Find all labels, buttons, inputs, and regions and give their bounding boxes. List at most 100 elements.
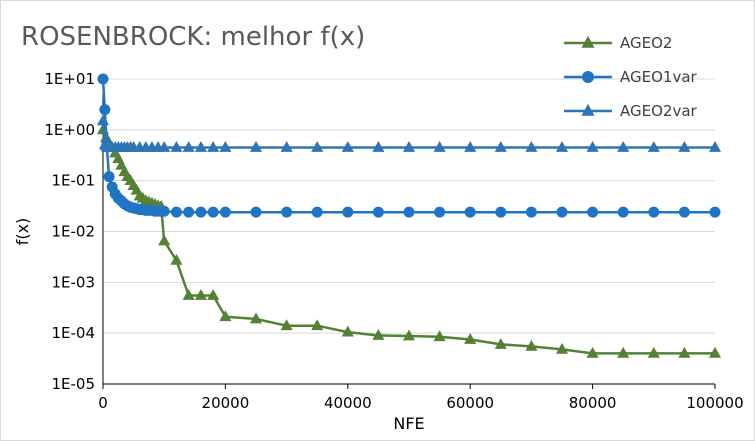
data-point-AGEO1var bbox=[525, 206, 537, 218]
series-layer bbox=[96, 73, 722, 358]
data-point-AGEO2 bbox=[158, 234, 171, 246]
data-point-AGEO2var bbox=[678, 140, 691, 152]
x-tick-label: 0 bbox=[98, 394, 108, 412]
data-point-AGEO1var bbox=[281, 206, 293, 218]
data-point-AGEO2var bbox=[194, 140, 207, 152]
data-point-AGEO2var bbox=[433, 140, 446, 152]
data-point-AGEO2var bbox=[219, 140, 232, 152]
data-point-AGEO2 bbox=[708, 346, 722, 358]
x-tick-label: 100000 bbox=[686, 394, 743, 412]
data-point-AGEO2 bbox=[586, 346, 599, 358]
y-axis-label: f(x) bbox=[13, 218, 32, 246]
data-point-AGEO2var bbox=[249, 140, 263, 152]
legend-label: AGEO1var bbox=[620, 68, 698, 86]
legend-item-AGEO2var: AGEO2var bbox=[564, 102, 698, 120]
series-AGEO2var bbox=[96, 114, 722, 152]
data-point-AGEO1var bbox=[99, 104, 111, 116]
legend-item-AGEO2: AGEO2 bbox=[564, 34, 672, 52]
data-point-AGEO1var bbox=[219, 206, 231, 218]
y-tick-label: 1E-02 bbox=[51, 223, 95, 241]
legend-marker bbox=[581, 103, 595, 116]
data-point-AGEO2var bbox=[647, 140, 660, 152]
data-point-AGEO2var bbox=[372, 140, 385, 152]
data-point-AGEO2var bbox=[708, 140, 722, 152]
legend-label: AGEO2var bbox=[620, 102, 698, 120]
legend-marker bbox=[581, 35, 595, 48]
data-point-AGEO1var bbox=[617, 206, 629, 218]
data-point-AGEO2var bbox=[464, 140, 477, 152]
data-point-AGEO2var bbox=[280, 140, 293, 152]
data-point-AGEO1var bbox=[207, 206, 219, 218]
data-point-AGEO2var bbox=[170, 140, 183, 152]
legend-label: AGEO2 bbox=[620, 34, 672, 52]
data-point-AGEO1var bbox=[648, 206, 660, 218]
y-tick-labels: 1E-05 1E-04 1E-03 1E-02 1E-01 1E+00 1E+01 bbox=[44, 70, 95, 393]
data-point-AGEO1var bbox=[495, 206, 507, 218]
data-point-AGEO1var bbox=[709, 206, 721, 218]
data-point-AGEO2var bbox=[207, 140, 220, 152]
data-point-AGEO1var bbox=[103, 171, 115, 183]
data-point-AGEO2var bbox=[311, 140, 324, 152]
data-point-AGEO1var bbox=[678, 206, 690, 218]
data-point-AGEO1var bbox=[170, 206, 182, 218]
data-point-AGEO2 bbox=[311, 319, 324, 331]
data-point-AGEO1var bbox=[195, 206, 207, 218]
x-axis-label: NFE bbox=[393, 414, 424, 433]
data-point-AGEO2 bbox=[182, 289, 195, 300]
series-AGEO1var bbox=[97, 73, 721, 218]
series-line-AGEO2 bbox=[101, 129, 715, 355]
data-point-AGEO1var bbox=[403, 206, 415, 218]
x-tick-label: 80000 bbox=[569, 394, 617, 412]
x-tick-label: 60000 bbox=[446, 394, 494, 412]
y-tick-label: 1E-05 bbox=[51, 375, 95, 393]
y-tick-label: 1E-03 bbox=[51, 273, 95, 291]
data-point-AGEO2var bbox=[555, 140, 569, 152]
data-point-AGEO2 bbox=[207, 289, 220, 300]
data-point-AGEO2 bbox=[249, 312, 263, 324]
data-point-AGEO1var bbox=[183, 206, 195, 218]
data-point-AGEO1var bbox=[464, 206, 476, 218]
data-point-AGEO2var bbox=[525, 140, 538, 152]
y-tick-label: 1E-04 bbox=[51, 324, 95, 342]
data-point-AGEO2 bbox=[525, 339, 538, 351]
data-point-AGEO2var bbox=[586, 140, 599, 152]
data-point-AGEO2 bbox=[617, 346, 630, 358]
data-point-AGEO2var bbox=[617, 140, 630, 152]
data-point-AGEO1var bbox=[372, 206, 384, 218]
data-point-AGEO2var bbox=[494, 140, 507, 152]
data-point-AGEO1var bbox=[434, 206, 446, 218]
data-point-AGEO2 bbox=[170, 253, 183, 265]
data-point-AGEO2 bbox=[219, 310, 232, 322]
data-point-AGEO2 bbox=[341, 325, 354, 337]
y-tick-label: 1E-01 bbox=[51, 172, 95, 190]
y-tick-label: 1E+01 bbox=[44, 70, 95, 88]
data-point-AGEO1var bbox=[556, 206, 568, 218]
data-point-AGEO2 bbox=[464, 333, 477, 344]
data-point-AGEO1var bbox=[342, 206, 354, 218]
legend: AGEO2 AGEO1var AGEO2var bbox=[564, 34, 698, 120]
y-tick-label: 1E+00 bbox=[44, 121, 95, 139]
data-point-AGEO2 bbox=[194, 289, 207, 300]
data-point-AGEO2 bbox=[402, 329, 416, 341]
chart-title: ROSENBROCK: melhor f(x) bbox=[21, 22, 365, 52]
data-point-AGEO2 bbox=[647, 346, 660, 358]
series-AGEO2 bbox=[96, 123, 722, 358]
data-point-AGEO2var bbox=[158, 140, 171, 152]
data-point-AGEO2 bbox=[555, 342, 569, 354]
data-point-AGEO2 bbox=[433, 330, 446, 342]
data-point-AGEO1var bbox=[311, 206, 323, 218]
data-point-AGEO2 bbox=[494, 337, 507, 349]
data-point-AGEO2 bbox=[372, 329, 385, 340]
data-point-AGEO2var bbox=[182, 140, 195, 152]
gridlines bbox=[103, 78, 715, 334]
data-point-AGEO2var bbox=[96, 114, 110, 126]
legend-marker bbox=[582, 71, 594, 83]
x-tick-labels: 0 20000 40000 60000 80000 100000 bbox=[98, 394, 743, 412]
data-point-AGEO1var bbox=[158, 205, 170, 217]
data-point-AGEO2 bbox=[280, 319, 293, 331]
x-tick-label: 40000 bbox=[324, 394, 372, 412]
data-point-AGEO1var bbox=[97, 73, 109, 85]
data-point-AGEO2 bbox=[678, 346, 691, 358]
